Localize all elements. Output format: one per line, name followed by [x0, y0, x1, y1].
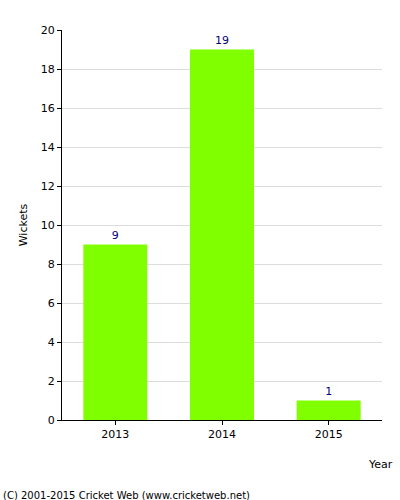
svg-text:(C) 2001-2015 Cricket Web (www: (C) 2001-2015 Cricket Web (www.cricketwe…	[3, 490, 250, 500]
svg-text:Year: Year	[368, 458, 393, 471]
svg-text:2015: 2015	[315, 428, 343, 441]
svg-text:4: 4	[48, 336, 55, 349]
svg-text:9: 9	[112, 229, 119, 242]
svg-text:16: 16	[41, 102, 55, 115]
svg-text:18: 18	[41, 63, 55, 76]
svg-text:19: 19	[215, 34, 229, 47]
svg-text:2013: 2013	[101, 428, 129, 441]
svg-text:14: 14	[41, 141, 55, 154]
svg-text:12: 12	[41, 180, 55, 193]
svg-text:20: 20	[41, 24, 55, 37]
svg-text:6: 6	[48, 297, 55, 310]
svg-text:0: 0	[48, 414, 55, 427]
svg-text:Wickets: Wickets	[17, 203, 30, 246]
svg-text:8: 8	[48, 258, 55, 271]
svg-text:2: 2	[48, 375, 55, 388]
svg-text:1: 1	[325, 385, 332, 398]
svg-text:10: 10	[41, 219, 55, 232]
svg-text:2014: 2014	[208, 428, 236, 441]
